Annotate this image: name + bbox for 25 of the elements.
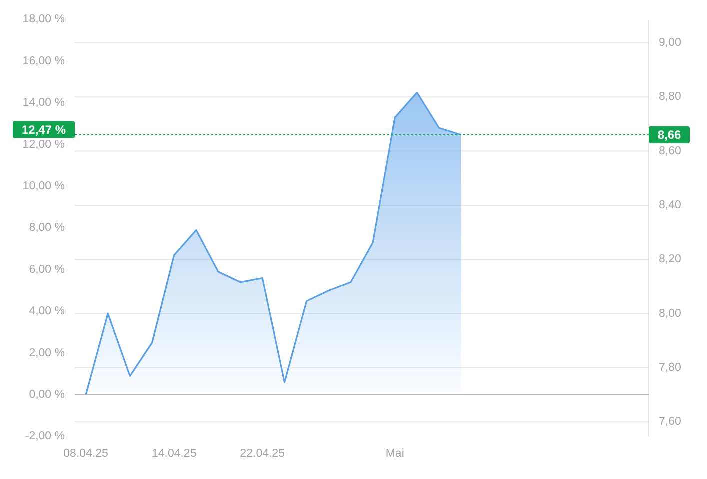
y-tick-label: 10,00 % bbox=[22, 180, 65, 192]
y2-tick-label: 8,20 bbox=[659, 254, 682, 266]
x-tick-label: Mai bbox=[386, 448, 404, 460]
y-tick-label: 12,00 % bbox=[22, 138, 65, 151]
y2-tick-label: 9,00 bbox=[659, 36, 682, 49]
y-tick-label: 2,00 % bbox=[29, 347, 65, 360]
y-tick-label: 14,00 % bbox=[22, 97, 65, 110]
y-tick-label: 16,00 % bbox=[22, 55, 65, 68]
y-tick-label: 18,00 % bbox=[22, 14, 65, 26]
y-tick-label: 6,00 % bbox=[29, 264, 65, 276]
y-tick-label: -2,00 % bbox=[25, 430, 65, 443]
x-tick-label: 14.04.25 bbox=[152, 448, 197, 460]
y-tick-label: 4,00 % bbox=[29, 306, 65, 318]
y2-tick-label: 8,80 bbox=[659, 91, 682, 104]
y-tick-label: 0,00 % bbox=[29, 389, 65, 401]
y2-tick-label: 8,40 bbox=[659, 199, 682, 212]
y-tick-label: 8,00 % bbox=[29, 222, 65, 234]
y2-tick-label: 8,60 bbox=[659, 145, 682, 158]
text: 12,47 % bbox=[22, 122, 66, 137]
x-tick-label: 22.04.25 bbox=[240, 448, 286, 460]
y2-tick-label: 7,60 bbox=[659, 416, 682, 428]
x-tick-label: 08.04.25 bbox=[64, 448, 108, 460]
ref-line-label: 8,66 bbox=[658, 128, 682, 142]
y2-tick-label: 7,80 bbox=[659, 362, 682, 374]
y2-tick-label: 8,00 bbox=[659, 308, 682, 320]
